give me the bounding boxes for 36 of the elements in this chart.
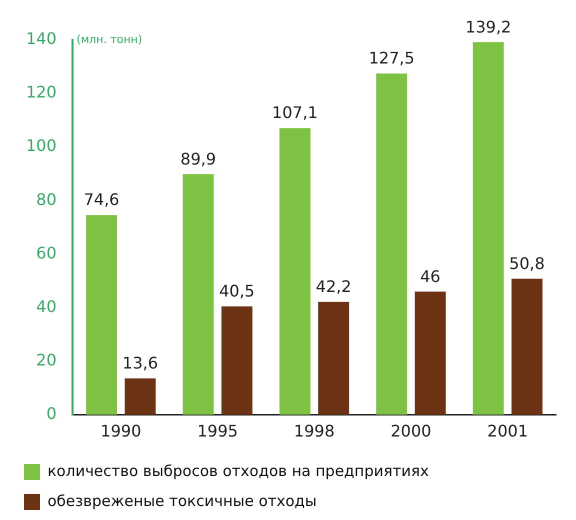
y-tick-label: 140 <box>26 29 57 48</box>
bar <box>318 302 350 415</box>
y-tick-label: 120 <box>26 82 57 102</box>
x-tick-label: 1998 <box>294 422 335 441</box>
y-tick-label: 100 <box>26 136 57 156</box>
y-tick-label: 20 <box>36 350 57 370</box>
x-tick-label: 1995 <box>197 422 238 441</box>
data-label: 50,8 <box>509 254 545 273</box>
bar <box>221 306 252 415</box>
y-axis-title: (млн. тонн) <box>76 32 142 46</box>
bar <box>86 215 118 415</box>
data-label: 42,2 <box>316 276 352 296</box>
bar <box>414 292 446 415</box>
bar <box>512 278 542 415</box>
data-label: 13,6 <box>122 354 158 373</box>
data-label: 40,5 <box>219 282 255 301</box>
data-label: 46 <box>420 266 440 286</box>
data-label: 89,9 <box>180 149 216 168</box>
x-tick-label: 2001 <box>487 422 528 441</box>
data-label: 139,2 <box>465 17 512 36</box>
data-label: 74,6 <box>84 190 120 210</box>
bar <box>376 73 408 415</box>
y-tick-label: 40 <box>36 296 57 316</box>
bar <box>472 42 504 415</box>
legend-label: количество выбросов отходов на предприятиях <box>48 462 430 480</box>
y-tick-label: 80 <box>36 190 57 209</box>
bar <box>182 174 214 415</box>
data-label: 127,5 <box>368 48 415 68</box>
x-tick-label: 2000 <box>390 422 432 441</box>
bar <box>279 128 310 415</box>
legend-label: обезвреженые токсичные отходы <box>48 492 317 510</box>
x-tick-label: 1990 <box>100 422 142 441</box>
data-label: 107,1 <box>272 103 318 122</box>
y-tick-label: 60 <box>36 243 57 262</box>
y-tick-label: 0 <box>46 404 57 423</box>
bar <box>124 378 156 415</box>
